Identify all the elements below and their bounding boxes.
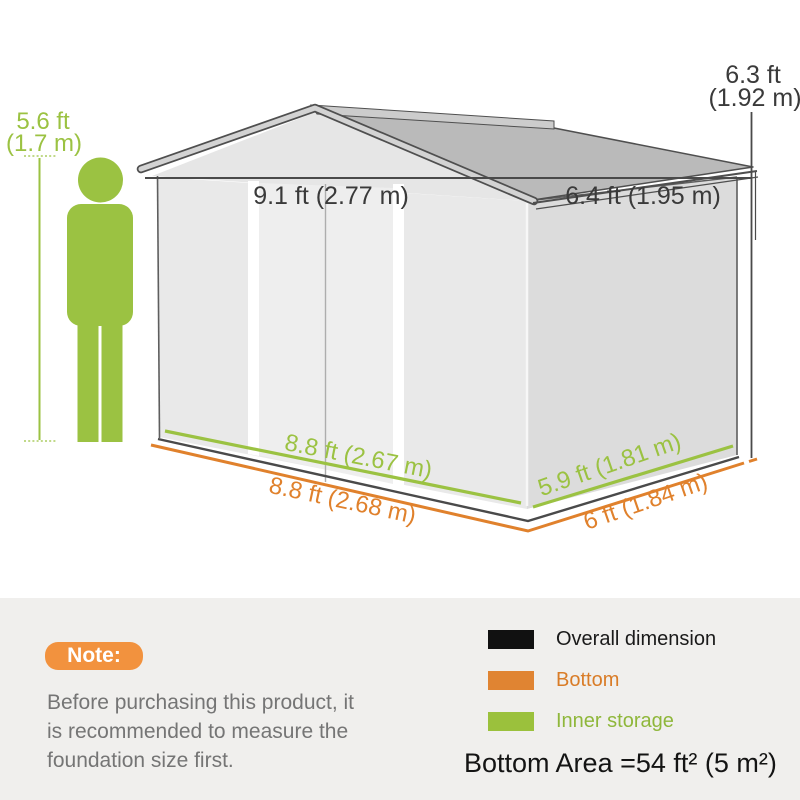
height-label-m: (1.92 m) (708, 84, 800, 112)
overall-dimension-lines (145, 112, 757, 523)
bottom-dimension-lines (150, 443, 758, 533)
note-badge: Note: (45, 642, 143, 670)
person-height-label-m: (1.7 m) (6, 130, 82, 157)
person-leg-right (101, 310, 123, 442)
person-head (78, 157, 123, 203)
overall-dimension-labels: 9.1 ft (2.77 m) 6.4 ft (1.95 m) 6.3 ft (… (253, 61, 800, 210)
person-height-label-ft: 5.6 ft (16, 108, 70, 135)
legend-label-inner: Inner storage (556, 709, 674, 732)
diagram-canvas: 5.6 ft (1.7 m) (6, 61, 800, 536)
overall-bottom-outline (157, 437, 740, 523)
shed-door-frame-left (248, 181, 259, 456)
bottom-outline-dash (748, 457, 758, 463)
inner-storage-lines (164, 429, 734, 509)
person-figure (67, 157, 133, 442)
shed-eave-fascia-1 (532, 170, 758, 204)
inner-width-line (164, 429, 522, 505)
bottom-area-text: Bottom Area =54 ft² (5 m²) (464, 748, 777, 778)
legend-swatch-inner (488, 711, 534, 731)
inner-depth-line (532, 444, 734, 509)
note-line-3: foundation size first. (47, 749, 234, 772)
person-torso (67, 204, 133, 326)
person-leg-left (77, 310, 99, 442)
shed-front-left-edge (156, 175, 161, 439)
side-depth-label: 6.4 ft (1.95 m) (565, 182, 721, 210)
legend-swatch-overall (488, 629, 534, 649)
note-line-1: Before purchasing this product, it (47, 691, 355, 714)
bottom-outline (150, 443, 745, 533)
shed-roof-trim (138, 105, 537, 204)
person-height-measure-lines (24, 155, 57, 442)
note-text: Before purchasing this product, it is re… (47, 688, 354, 775)
legend-row-overall: Overall dimension (488, 627, 717, 650)
footer-panel: Note: Before purchasing this product, it… (0, 598, 800, 800)
legend-row-bottom: Bottom (488, 668, 620, 691)
legend-label-bottom: Bottom (556, 668, 620, 691)
shed-door-frame-right (393, 184, 404, 486)
shed-eave-fascia-2 (535, 176, 759, 210)
legend-label-overall: Overall dimension (556, 627, 717, 650)
legend-row-inner: Inner storage (488, 709, 674, 732)
front-width-label: 9.1 ft (2.77 m) (253, 182, 409, 210)
note-line-2: is recommended to measure the (47, 720, 349, 743)
shed-side-wall (527, 177, 737, 509)
legend-swatch-bottom (488, 670, 534, 690)
height-label-ft: 6.3 ft (725, 61, 781, 89)
